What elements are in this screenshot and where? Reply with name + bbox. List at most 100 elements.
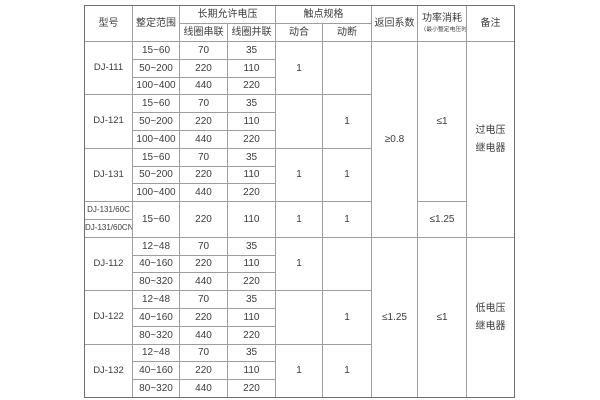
header-power-consumption: 功率消耗 （最小整定电压时）: [417, 5, 467, 42]
cell-parallel-voltage: 220: [227, 325, 276, 345]
cell-model: DJ-111: [84, 40, 133, 96]
cell-range: 40~160: [132, 254, 180, 274]
cell-range: 50~200: [132, 112, 180, 131]
cell-parallel-voltage: 110: [227, 201, 276, 238]
cell-model: DJ-122: [84, 290, 133, 345]
cell-series-voltage: 70: [179, 236, 228, 256]
cell-contact-nc: 1: [322, 147, 372, 203]
cell-return-coefficient-bottom: ≤1.25: [371, 236, 418, 398]
header-contact-spec: 触点规格: [275, 5, 372, 24]
cell-series-voltage: 220: [179, 58, 228, 78]
cell-series-voltage: 220: [179, 112, 228, 131]
row-dj112-2: 40~160 220 110: [85, 254, 515, 274]
cell-range: 80~320: [132, 379, 180, 398]
cell-parallel-voltage: 35: [227, 236, 276, 256]
cell-parallel-voltage: 220: [227, 379, 276, 398]
header-normally-closed: 动断: [322, 23, 372, 42]
cell-power-top: ≤1: [417, 40, 467, 203]
cell-series-voltage: 440: [179, 76, 228, 96]
cell-parallel-voltage: 110: [227, 165, 276, 185]
row-dj132-1: DJ-132 12~48 70 35 1 1: [84, 343, 515, 398]
cell-contact-nc: 1: [322, 94, 372, 149]
cell-series-voltage: 440: [179, 129, 228, 149]
cell-range: 50~200: [132, 165, 180, 185]
cell-contact-no: 1: [275, 40, 323, 96]
cell-series-voltage: 220: [179, 165, 228, 185]
row-dj131-3: 100~400 440 220: [85, 183, 515, 203]
cell-return-coefficient-top: ≥0.8: [371, 41, 418, 238]
cell-parallel-voltage: 110: [227, 58, 276, 78]
cell-contact-nc: 1: [322, 343, 372, 398]
cell-range: 15~60: [132, 94, 180, 114]
cell-remark-undervoltage: 低电压 继电器: [466, 236, 515, 398]
cell-model: DJ-132: [84, 343, 133, 398]
cell-contact-nc: [322, 236, 372, 292]
cell-series-voltage: 70: [179, 147, 228, 167]
cell-series-voltage: 70: [179, 343, 228, 363]
row-dj132-3: 80~320 440 220: [85, 379, 515, 398]
cell-power-bottom: ≤1: [417, 236, 467, 398]
cell-model: DJ-121: [84, 94, 133, 149]
relay-spec-table-wrap: 型号 整定范围 长期允许电压 触点规格 返回系数 功率消耗 （最小整定电压时） …: [84, 5, 515, 398]
cell-parallel-voltage: 220: [227, 129, 276, 149]
cell-parallel-voltage: 35: [227, 290, 276, 309]
cell-range: 15~60: [132, 201, 180, 238]
row-dj132-2: 40~160 220 110: [85, 361, 515, 381]
cell-range: 100~400: [132, 183, 180, 203]
cell-range: 80~320: [132, 272, 180, 292]
cell-series-voltage: 70: [179, 41, 228, 60]
cell-contact-no: 1: [275, 201, 323, 238]
cell-range: 15~60: [132, 41, 180, 60]
header-remarks: 备注: [466, 5, 515, 42]
relay-spec-table: 型号 整定范围 长期允许电压 触点规格 返回系数 功率消耗 （最小整定电压时） …: [84, 5, 515, 398]
cell-model: DJ-131/60CN: [84, 218, 133, 238]
cell-range: 12~48: [132, 290, 180, 309]
cell-parallel-voltage: 110: [227, 307, 276, 327]
cell-range: 40~160: [132, 307, 180, 327]
cell-parallel-voltage: 110: [227, 254, 276, 274]
cell-series-voltage: 440: [179, 325, 228, 345]
header-model: 型号: [84, 5, 133, 42]
cell-range: 50~200: [132, 58, 180, 78]
cell-series-voltage: 440: [179, 379, 228, 398]
row-dj112-1: DJ-112 12~48 70 35 1 ≤1.25 ≤1 低电压 继电器: [84, 236, 515, 398]
cell-parallel-voltage: 220: [227, 76, 276, 96]
header-power-note: （最小整定电压时）: [420, 26, 465, 34]
header-setting-range: 整定范围: [132, 5, 180, 42]
cell-parallel-voltage: 35: [227, 343, 276, 363]
cell-range: 12~48: [132, 343, 180, 363]
cell-range: 40~160: [132, 361, 180, 381]
cell-series-voltage: 440: [179, 183, 228, 203]
cell-contact-no: 1: [275, 147, 323, 203]
cell-model: DJ-131/60C: [84, 201, 133, 220]
cell-model: DJ-112: [84, 236, 133, 292]
cell-series-voltage: 440: [179, 272, 228, 292]
cell-series-voltage: 220: [179, 361, 228, 381]
cell-parallel-voltage: 35: [227, 94, 276, 114]
header-normally-open: 动合: [275, 23, 323, 42]
cell-series-voltage: 70: [179, 290, 228, 309]
header-coil-series: 线圈串联: [179, 23, 228, 42]
cell-series-voltage: 70: [179, 94, 228, 114]
cell-range: 100~400: [132, 129, 180, 149]
cell-contact-no: 1: [275, 236, 323, 292]
cell-model: DJ-131: [84, 147, 133, 203]
cell-series-voltage: 220: [179, 201, 228, 238]
cell-parallel-voltage: 110: [227, 112, 276, 131]
row-dj131-2: 50~200 220 110: [85, 165, 515, 185]
cell-range: 12~48: [132, 236, 180, 256]
header-row-1: 型号 整定范围 长期允许电压 触点规格 返回系数 功率消耗 （最小整定电压时） …: [84, 5, 515, 42]
cell-contact-no: 1: [275, 343, 323, 398]
remark-line: 继电器: [475, 142, 506, 154]
row-dj131-1: DJ-131 15~60 70 35 1 1: [84, 147, 515, 203]
cell-range: 80~320: [132, 325, 180, 345]
remark-line: 低电压: [475, 302, 506, 314]
cell-range: 100~400: [132, 76, 180, 96]
cell-remark-overvoltage: 过电压 继电器: [466, 41, 515, 238]
cell-series-voltage: 220: [179, 307, 228, 327]
header-row-2: 线圈串联 线圈并联 动合 动断: [85, 23, 515, 42]
cell-range: 15~60: [132, 147, 180, 167]
cell-power-mid: ≤1.25: [417, 201, 467, 238]
header-return-coefficient: 返回系数: [371, 5, 418, 42]
